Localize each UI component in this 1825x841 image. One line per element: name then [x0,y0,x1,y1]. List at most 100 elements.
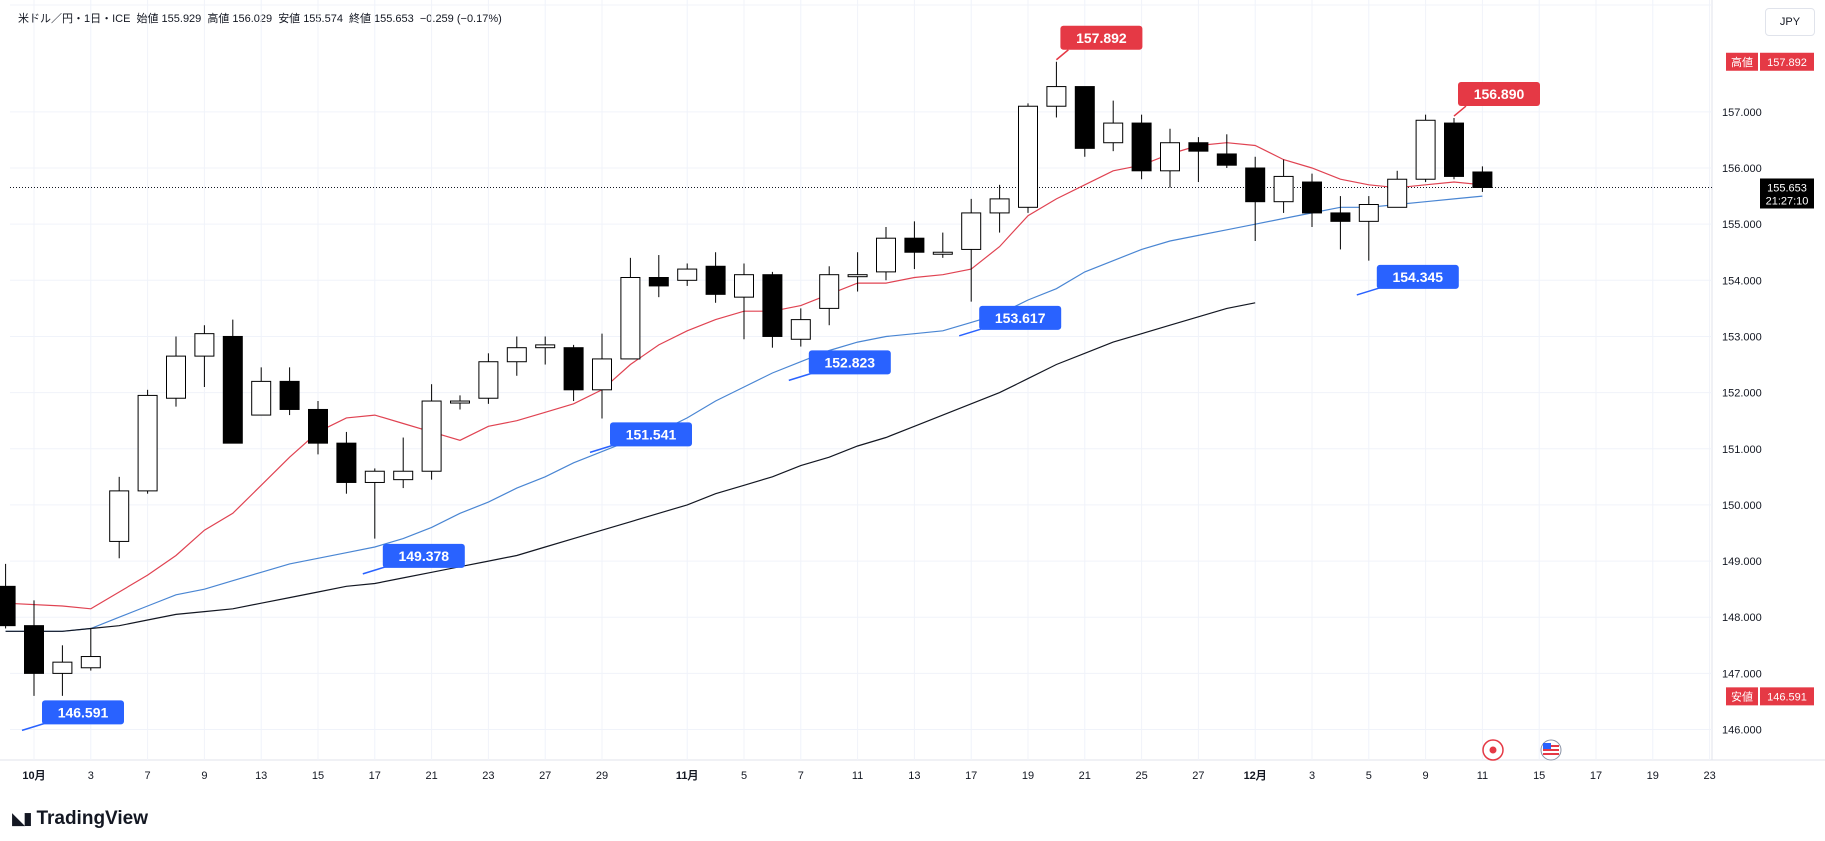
y-tick-label: 154.000 [1722,275,1762,287]
tradingview-logo[interactable]: ◣▮ TradingView [12,808,148,830]
candle[interactable] [904,221,925,270]
candle[interactable] [1188,137,1209,183]
candle[interactable] [762,271,783,348]
x-tick-label: 25 [1135,770,1147,782]
candle[interactable] [734,263,754,340]
price-callout[interactable]: 151.541 [589,422,692,454]
callout-label: 156.890 [1474,86,1525,102]
candle[interactable] [308,401,328,455]
callout-box [979,305,1062,330]
candle-body [563,347,584,391]
price-callout[interactable]: 146.591 [21,700,124,732]
candle[interactable] [109,476,130,559]
candle-body [478,361,499,399]
candle[interactable] [1103,100,1124,152]
y-tick-label: 155.000 [1722,219,1762,231]
callout-label: 157.892 [1076,30,1127,46]
y-tick-label: 157.000 [1722,107,1762,119]
symbol-name: 米ドル／円・1日・ICE [18,13,131,25]
candle-body [1046,86,1067,107]
candle[interactable] [364,468,385,539]
candle[interactable] [563,344,584,402]
symbol-header: 米ドル／円・1日・ICE 始値 155.929 高値 156.029 安値 155.5… [18,10,505,26]
candle[interactable] [1245,156,1266,241]
candle[interactable] [819,266,840,326]
candle-body [1415,119,1436,180]
candle[interactable] [705,252,726,303]
candle-body [1444,122,1464,177]
candle[interactable] [137,389,158,494]
candle[interactable] [620,257,641,360]
candle-body [1358,204,1379,222]
x-tick-label: 13 [908,770,920,782]
candle[interactable] [592,333,612,419]
candle[interactable] [166,336,186,407]
candle[interactable] [847,252,868,292]
candle[interactable] [279,367,300,416]
candle[interactable] [1160,128,1180,188]
candle-body [222,335,243,444]
candle[interactable] [1216,134,1237,168]
open-value: 155.929 [161,13,202,25]
candle[interactable] [421,384,442,480]
candle-body [1330,212,1351,222]
event-record-icon[interactable] [1482,739,1504,761]
candle[interactable] [1358,196,1379,261]
candle[interactable] [961,198,982,302]
price-callout[interactable]: 156.890 [1453,82,1540,117]
x-tick-label: 21 [425,770,437,782]
candles [0,61,1493,696]
candle[interactable] [1330,196,1351,250]
callout-box [808,350,891,375]
x-tick-label: 21 [1079,770,1091,782]
price-callout[interactable]: 149.378 [362,543,465,575]
candle[interactable] [336,431,357,494]
candle[interactable] [989,184,1010,233]
candle[interactable] [52,645,73,696]
currency-button[interactable]: JPY [1765,8,1815,36]
candle[interactable] [194,325,215,387]
price-callout[interactable]: 154.345 [1356,264,1459,296]
candle-body [1074,86,1095,149]
candle[interactable] [1387,170,1408,208]
candle[interactable] [393,437,414,489]
low-price-tag-value: 146.591 [1767,691,1807,703]
candle[interactable] [876,226,896,281]
candle[interactable] [1472,166,1493,192]
candle[interactable] [1046,61,1067,118]
us-flag-icon[interactable] [1540,739,1562,761]
candle[interactable] [506,336,527,376]
candle[interactable] [677,263,698,286]
callout-box [1458,82,1540,107]
candle-body [1018,105,1038,208]
candle-body [762,274,783,337]
candle[interactable] [932,232,953,258]
candle[interactable] [1074,86,1095,157]
candle[interactable] [450,395,470,410]
candle[interactable] [478,353,499,404]
candle[interactable] [790,308,811,347]
candle[interactable] [251,367,272,416]
x-tick-label: 17 [1590,770,1602,782]
price-callout[interactable]: 157.892 [1055,25,1143,61]
low-price-tag-label: 安値 [1731,689,1753,703]
candle[interactable] [535,336,556,365]
grid [0,0,1825,761]
candle[interactable] [1302,173,1322,227]
x-tick-label: 17 [369,770,381,782]
candle[interactable] [1415,114,1436,183]
candle[interactable] [648,255,669,298]
price-callout[interactable]: 152.823 [788,350,891,382]
change-value: −0.259 (−0.17%) [419,13,502,25]
candle[interactable] [1018,103,1038,213]
price-callout[interactable]: 153.617 [958,305,1062,337]
candle[interactable] [80,628,101,671]
x-tick-label: 19 [1647,770,1659,782]
candle[interactable] [1444,118,1464,180]
candle[interactable] [1273,159,1294,213]
candle[interactable] [0,563,16,629]
candle[interactable] [1131,114,1152,180]
candle[interactable] [24,600,44,696]
candle[interactable] [222,319,243,444]
